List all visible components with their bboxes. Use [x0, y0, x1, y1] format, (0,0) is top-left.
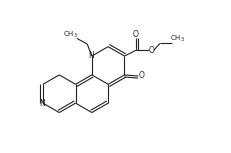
Text: O: O — [139, 71, 144, 80]
Text: O: O — [133, 30, 139, 39]
Text: CH$_3$: CH$_3$ — [170, 34, 185, 44]
Text: N: N — [40, 99, 45, 108]
Text: CH$_3$: CH$_3$ — [63, 29, 78, 40]
Text: N: N — [88, 51, 94, 60]
Text: O: O — [148, 46, 154, 55]
